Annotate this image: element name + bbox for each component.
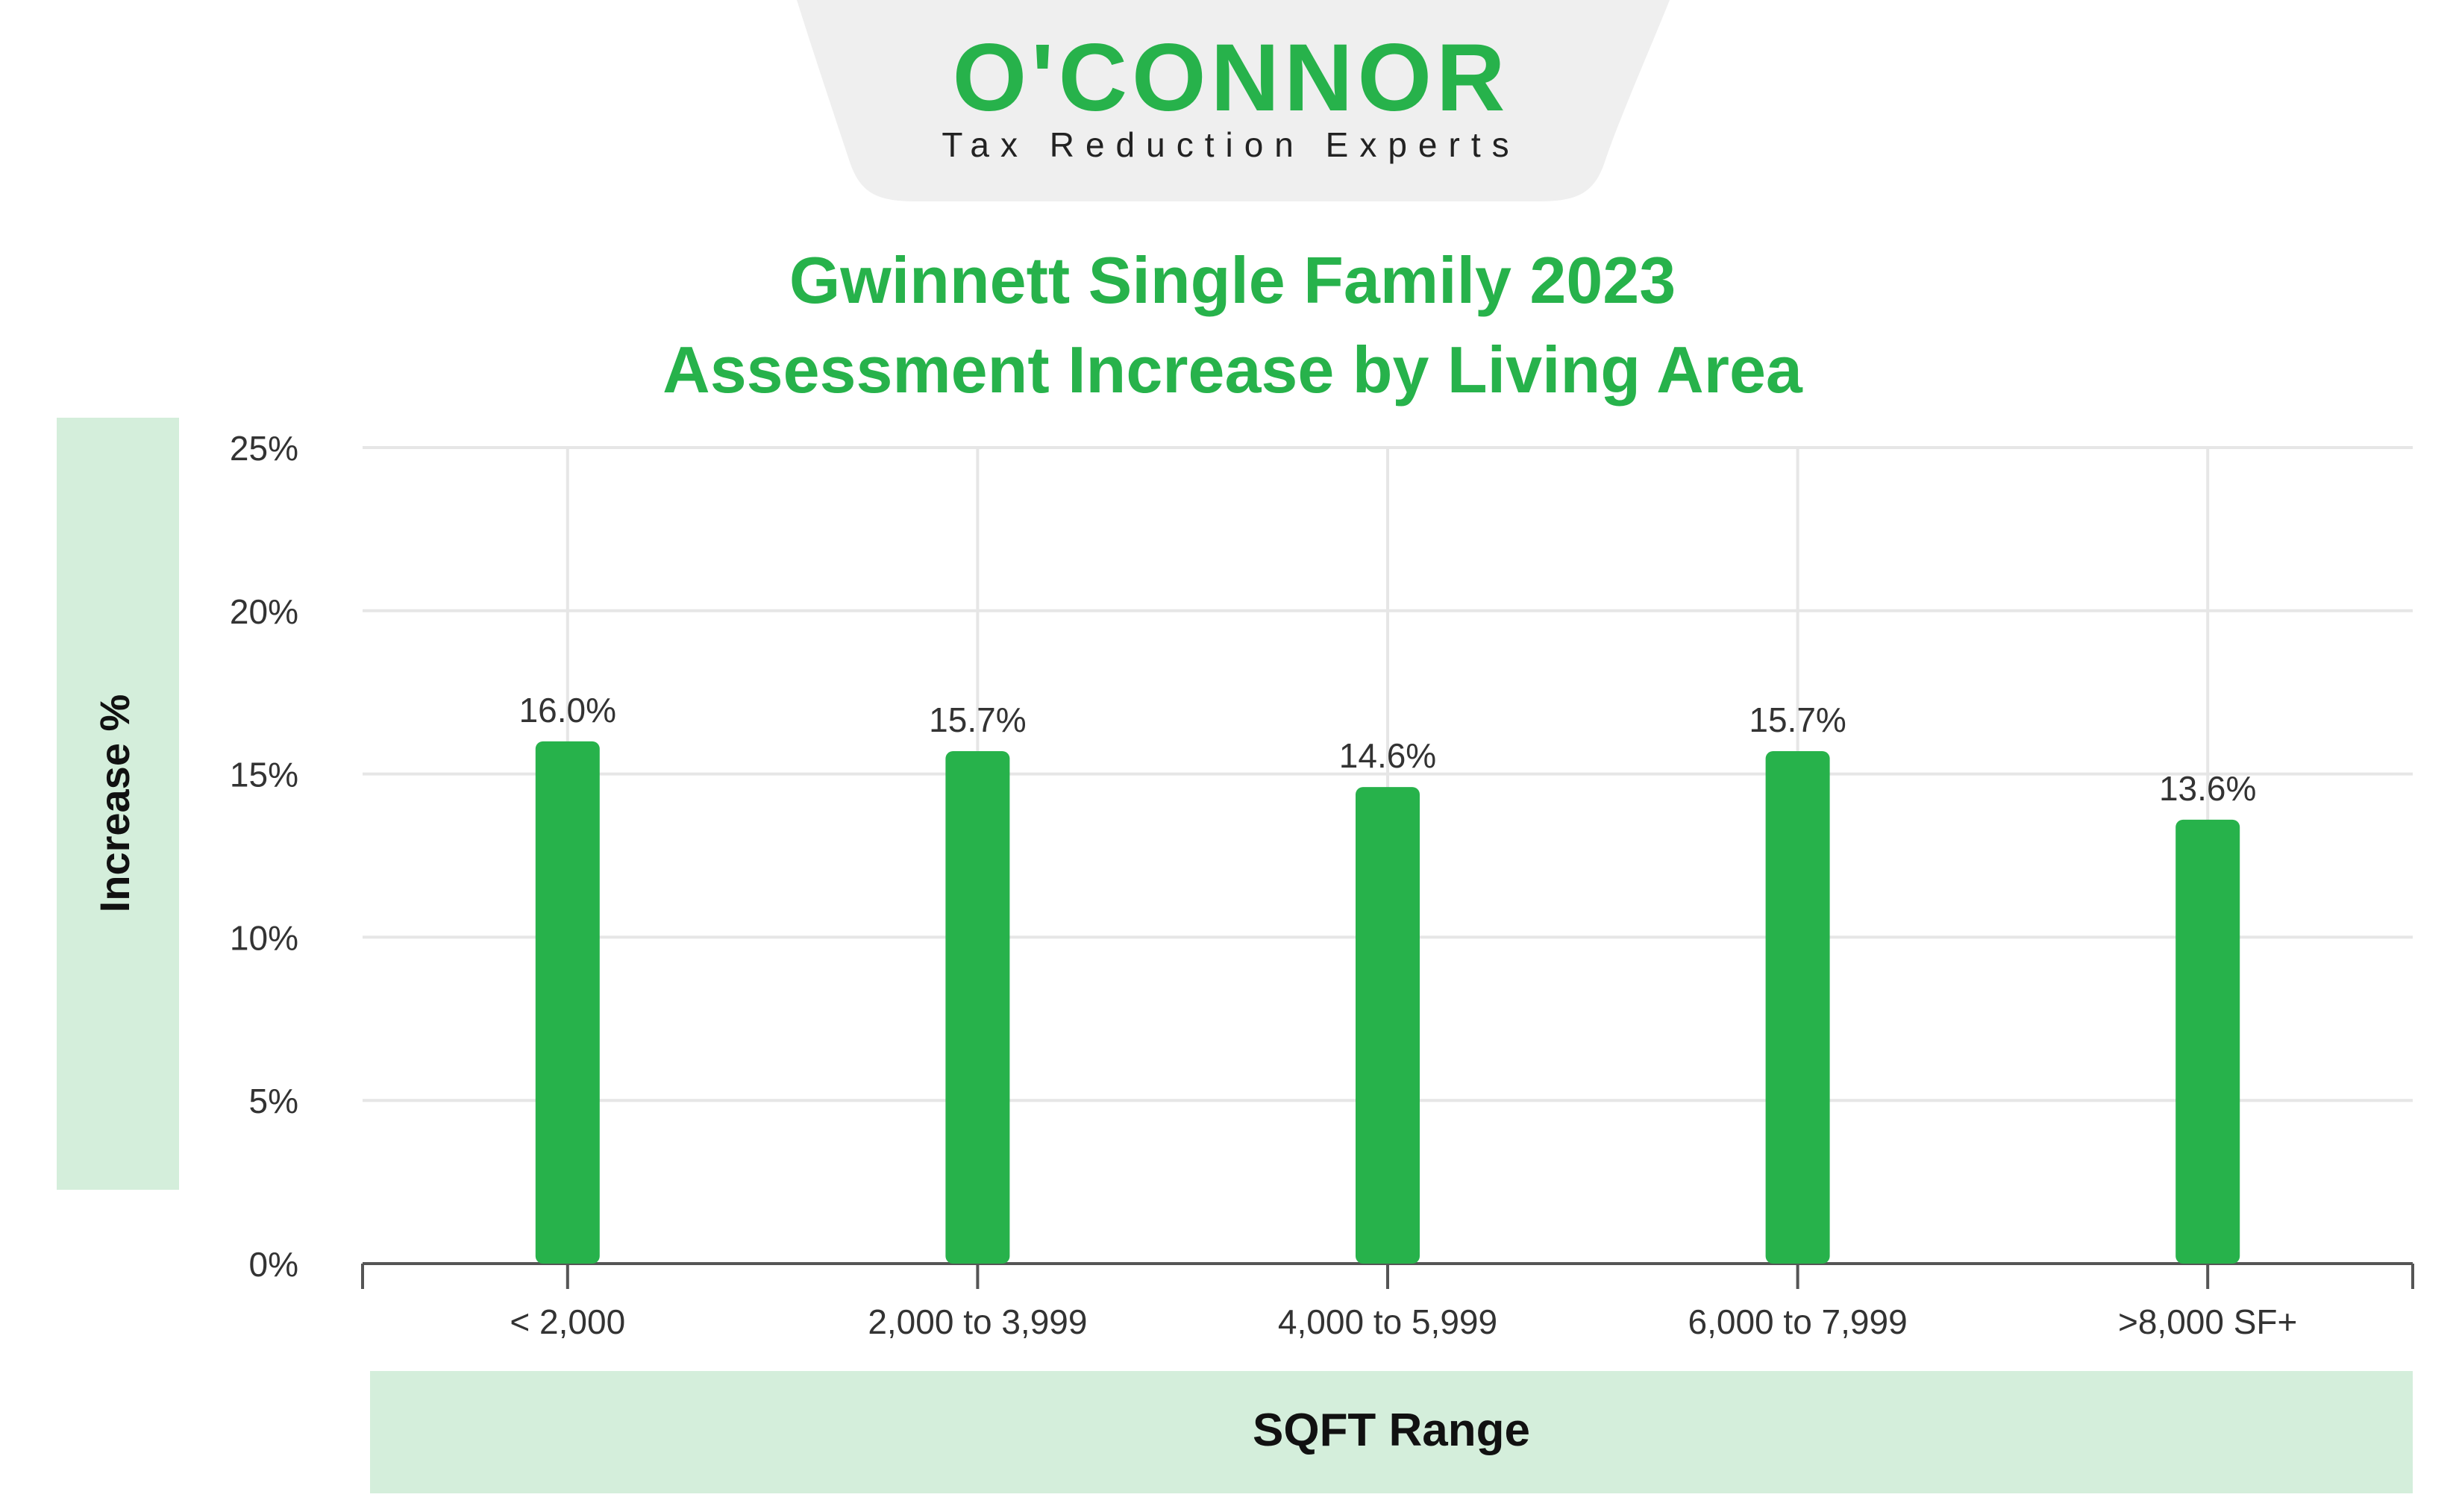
y-tick-label: 25% <box>230 429 298 468</box>
chart-title-line-2: Assessment Increase by Living Area <box>662 333 1803 407</box>
bar <box>1356 787 1420 1264</box>
bar <box>945 750 1010 1264</box>
logo-header: O'CONNOR Tax Reduction Experts <box>797 0 1670 201</box>
y-tick-label: 10% <box>230 918 298 957</box>
chart-title-line-1: Gwinnett Single Family 2023 <box>789 243 1676 317</box>
bar <box>535 741 600 1264</box>
bar-value-label: 13.6% <box>2159 769 2256 808</box>
brand-tagline: Tax Reduction Experts <box>942 125 1520 164</box>
logo-backdrop <box>797 0 1670 201</box>
x-axis-title: SQFT Range <box>1253 1405 1530 1456</box>
y-tick-label: 20% <box>230 592 298 631</box>
x-axis-ticks: < 2,000 2,000 to 3,999 4,000 to 5,999 6,000… <box>510 1302 2297 1341</box>
y-axis-title: Increase % <box>91 694 138 913</box>
y-tick-label: 0% <box>249 1245 298 1284</box>
x-axis-title-band <box>370 1371 2413 1493</box>
x-tick-label: >8,000 SF+ <box>2118 1302 2297 1341</box>
y-tick-label: 15% <box>230 756 298 794</box>
y-axis-ticks: 0% 5% 10% 15% 20% 25% <box>230 429 298 1284</box>
bar-value-label: 15.7% <box>929 700 1026 739</box>
value-labels: 16.0% 15.7% 14.6% 15.7% 13.6% <box>519 691 2257 808</box>
bar-value-label: 14.6% <box>1339 736 1436 775</box>
y-tick-label: 5% <box>249 1082 298 1120</box>
y-axis-title-band <box>57 418 179 1190</box>
x-tick-label: < 2,000 <box>510 1302 625 1341</box>
bar-value-label: 15.7% <box>1749 700 1846 739</box>
bar-value-label: 16.0% <box>519 691 616 730</box>
bars <box>535 741 2240 1264</box>
x-tick-label: 4,000 to 5,999 <box>1278 1302 1497 1341</box>
brand-logo: O'CONNOR <box>953 25 1510 131</box>
bar <box>1765 750 1830 1264</box>
bar <box>2175 819 2240 1264</box>
x-tick-label: 2,000 to 3,999 <box>868 1302 1087 1341</box>
x-axis <box>361 1262 2414 1289</box>
x-tick-label: 6,000 to 7,999 <box>1688 1302 1908 1341</box>
